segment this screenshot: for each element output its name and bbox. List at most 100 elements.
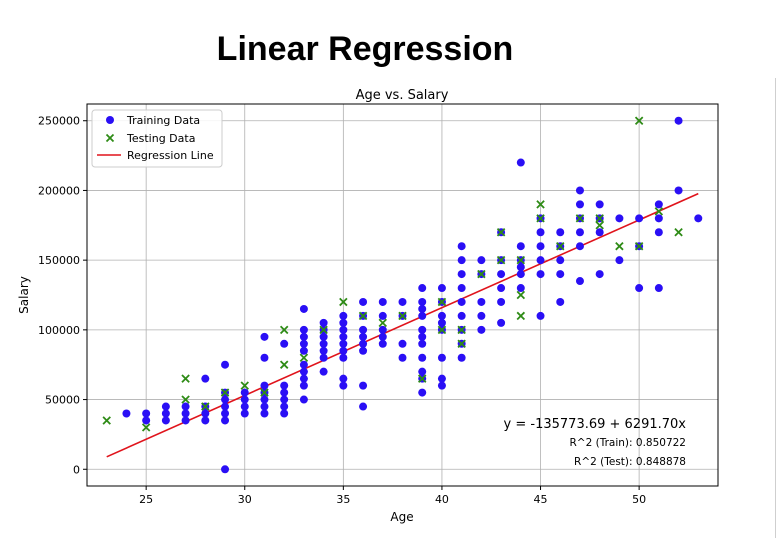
- testing-point: [575, 214, 585, 223]
- training-point: [221, 360, 230, 369]
- training-point: [201, 374, 210, 383]
- training-point: [536, 242, 545, 251]
- training-point: [221, 395, 230, 404]
- testing-point: [220, 388, 230, 397]
- testing-point: [477, 269, 486, 279]
- testing-point: [279, 325, 289, 335]
- y-tick-label: 150000: [38, 254, 80, 267]
- training-point: [575, 228, 584, 237]
- testing-point: [634, 116, 644, 125]
- training-point: [359, 346, 368, 355]
- training-point: [181, 402, 190, 411]
- training-point: [299, 360, 308, 369]
- training-point: [418, 353, 427, 362]
- training-point: [299, 325, 308, 334]
- testing-point: [141, 423, 151, 432]
- training-point: [477, 256, 486, 265]
- training-point: [457, 242, 466, 251]
- training-point: [299, 339, 308, 348]
- testing-point: [595, 221, 604, 230]
- training-point: [359, 339, 368, 348]
- training-point: [339, 339, 348, 348]
- training-point: [516, 284, 525, 293]
- training-point: [615, 256, 624, 265]
- x-tick-label: 35: [336, 493, 350, 506]
- training-point: [418, 367, 427, 376]
- training-point: [280, 395, 289, 404]
- testing-point: [437, 325, 447, 335]
- tick-layer: 25 30 35 40 45 50 0 50000 100000 150000 200000 2500…: [38, 115, 646, 506]
- legend-regression-label: Regression Line: [127, 149, 214, 162]
- testing-point: [654, 207, 664, 216]
- testing-point: [536, 214, 545, 223]
- training-point: [378, 311, 387, 320]
- plot-frame: [86, 103, 719, 487]
- training-point: [418, 311, 427, 320]
- training-point: [319, 332, 328, 341]
- training-point: [516, 270, 525, 279]
- training-point: [161, 402, 170, 411]
- page-title: Linear Regression: [216, 30, 514, 68]
- training-point: [615, 214, 624, 223]
- training-point: [142, 409, 151, 418]
- testing-point: [457, 325, 466, 335]
- training-point: [181, 409, 190, 418]
- training-point: [319, 353, 328, 362]
- training-point: [339, 311, 348, 320]
- training-point: [595, 270, 604, 279]
- training-point: [654, 214, 663, 223]
- training-point: [339, 346, 348, 355]
- training-point: [378, 325, 387, 334]
- training-point: [418, 297, 427, 306]
- x-axis-label: Age: [390, 510, 413, 524]
- training-point: [240, 388, 249, 397]
- training-point: [635, 214, 644, 223]
- training-point: [654, 284, 663, 293]
- training-point: [339, 318, 348, 327]
- training-point: [635, 284, 644, 293]
- testing-point: [358, 311, 368, 321]
- training-point: [418, 332, 427, 341]
- training-point: [260, 395, 269, 404]
- training-point: [575, 242, 584, 251]
- y-tick-label: 250000: [38, 115, 80, 128]
- training-point: [497, 284, 506, 293]
- testing-point: [279, 360, 289, 369]
- testing-point: [674, 228, 683, 237]
- testing-point: [457, 339, 466, 349]
- training-point: [161, 409, 170, 418]
- x-tick-label: 30: [238, 493, 252, 506]
- training-point: [319, 367, 328, 376]
- testing-point: [595, 214, 604, 223]
- training-point: [359, 325, 368, 334]
- training-point: [240, 395, 249, 404]
- training-point: [575, 200, 584, 209]
- training-point: [457, 353, 466, 362]
- training-point: [437, 381, 446, 390]
- training-point: [339, 381, 348, 390]
- training-point: [378, 332, 387, 341]
- x-tick-label: 45: [534, 493, 548, 506]
- training-point: [694, 214, 703, 223]
- training-point: [418, 339, 427, 348]
- training-point: [339, 374, 348, 383]
- testing-point: [496, 255, 506, 265]
- testing-point: [240, 381, 249, 390]
- training-point: [575, 277, 584, 286]
- testing-point: [516, 290, 526, 300]
- regression-equation: y = -135773.69 + 6291.70x: [504, 417, 687, 432]
- training-point: [457, 284, 466, 293]
- testing-point: [536, 200, 545, 209]
- training-point: [536, 256, 545, 265]
- training-point: [260, 381, 269, 390]
- chart-title: Age vs. Salary: [356, 88, 449, 103]
- training-point: [299, 332, 308, 341]
- training-point: [142, 416, 151, 425]
- testing-point: [615, 241, 624, 251]
- testing-point: [417, 374, 427, 383]
- training-point: [181, 416, 190, 425]
- training-point: [516, 158, 525, 167]
- training-point: [398, 353, 407, 362]
- training-point: [299, 304, 308, 313]
